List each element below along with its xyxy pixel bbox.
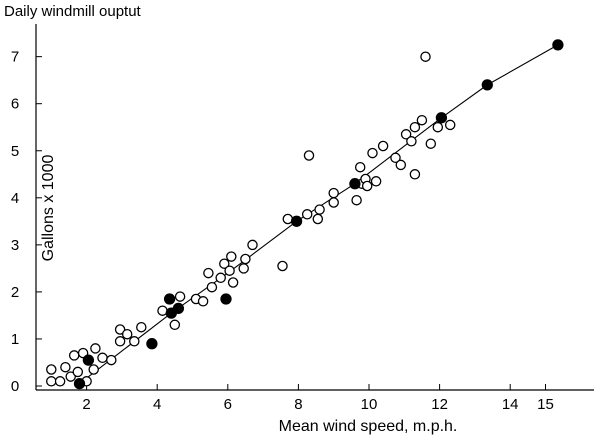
filled-data-point (435, 112, 448, 124)
open-data-point (400, 129, 412, 140)
x-tick-label: 12 (431, 396, 448, 413)
x-tick-label: 10 (361, 396, 378, 413)
open-data-point (203, 267, 214, 279)
open-data-point (432, 121, 444, 133)
filled-data-point (163, 293, 176, 305)
filled-data-point (220, 293, 232, 305)
open-data-point (88, 364, 99, 375)
open-data-point (328, 197, 339, 208)
open-data-point (390, 152, 401, 164)
y-tick-label: 1 (11, 331, 19, 348)
open-data-point (367, 147, 378, 159)
y-tick-label: 7 (11, 49, 19, 66)
filled-data-point (73, 377, 86, 390)
open-data-point (68, 350, 80, 361)
y-tick-label: 5 (11, 143, 19, 160)
open-data-point (282, 213, 294, 225)
open-data-point (226, 251, 237, 262)
open-data-point (206, 281, 218, 293)
open-data-point (114, 324, 126, 335)
open-data-point (121, 328, 133, 340)
open-data-point (97, 352, 108, 364)
y-tick-label: 3 (11, 237, 19, 254)
open-data-point (361, 180, 373, 192)
x-axis-label: Mean wind speed, m.p.h. (279, 418, 458, 435)
open-data-point (65, 371, 76, 382)
open-data-point (174, 291, 186, 302)
open-data-point (60, 361, 71, 373)
chart-title: Daily windmill ouptut (4, 3, 142, 20)
y-tick-label: 2 (11, 284, 19, 301)
open-data-point (46, 376, 57, 387)
open-data-point (224, 265, 235, 276)
open-data-point (129, 336, 140, 347)
open-data-point (240, 253, 251, 265)
open-data-point (54, 376, 66, 387)
open-data-point (444, 119, 456, 131)
filled-data-point (349, 178, 361, 190)
open-data-point (354, 161, 366, 173)
open-data-point (277, 260, 288, 272)
open-data-point (351, 194, 362, 206)
open-data-point (303, 150, 315, 161)
open-data-point (72, 366, 84, 378)
x-tick-label: 14 (502, 396, 519, 413)
y-tick-label: 0 (11, 378, 19, 395)
filled-data-point (172, 302, 185, 315)
open-data-point (90, 343, 101, 354)
open-data-point (328, 187, 339, 199)
open-data-point (314, 204, 325, 215)
open-data-point (114, 336, 126, 347)
open-data-point (46, 364, 57, 375)
open-data-point (409, 169, 421, 180)
axes (35, 24, 594, 391)
open-data-point (409, 121, 421, 133)
open-data-point (136, 321, 147, 333)
open-data-point (370, 176, 382, 187)
x-tick-label: 8 (294, 396, 302, 413)
x-tick-label: 15 (537, 396, 554, 413)
open-data-point (377, 140, 389, 152)
open-data-point (301, 209, 313, 220)
open-data-point (238, 263, 249, 274)
x-tick-label: 2 (82, 396, 90, 413)
open-data-point (395, 159, 407, 171)
data-points (46, 39, 564, 390)
x-tick-label: 6 (224, 396, 232, 413)
y-tick-label: 4 (11, 190, 19, 207)
y-tick-label: 6 (11, 96, 19, 113)
open-data-point (406, 136, 417, 147)
open-data-point (219, 258, 230, 269)
filled-data-point (146, 338, 158, 350)
filled-data-point (481, 79, 493, 91)
open-data-point (106, 354, 117, 366)
open-data-point (420, 51, 431, 62)
y-axis-label: Gallons x 1000 (40, 155, 57, 262)
filled-data-point (290, 215, 303, 227)
filled-data-point (552, 39, 564, 51)
filled-data-point (82, 354, 95, 366)
x-tick-label: 4 (153, 396, 161, 413)
open-data-point (227, 277, 239, 288)
open-data-point (197, 296, 209, 307)
open-data-point (425, 138, 437, 149)
open-data-point (416, 114, 428, 126)
open-data-point (247, 239, 258, 251)
open-data-point (215, 272, 226, 284)
open-data-point (312, 213, 324, 225)
open-data-point (169, 319, 181, 331)
